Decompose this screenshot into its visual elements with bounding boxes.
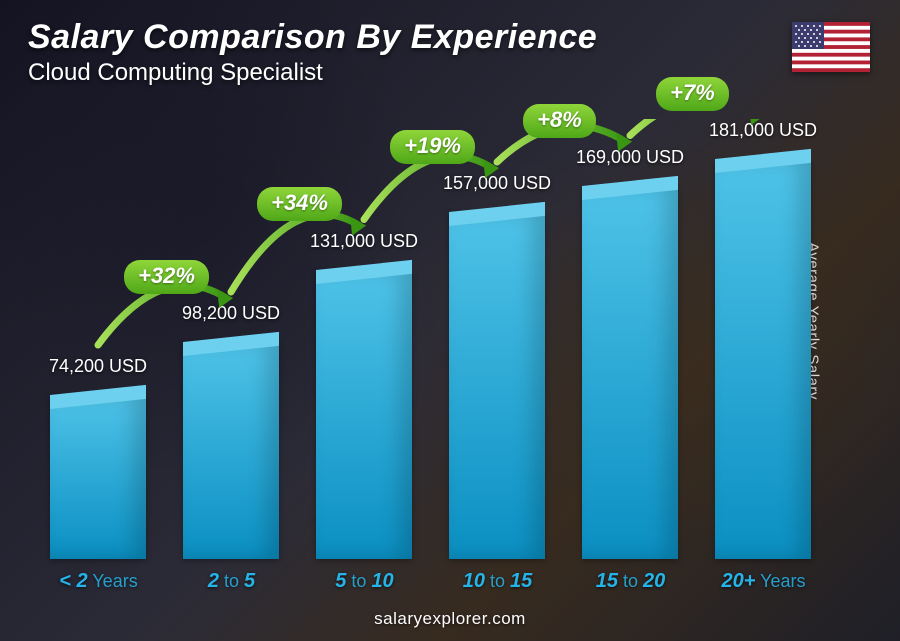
chart-canvas: Salary Comparison By Experience Cloud Co… bbox=[0, 0, 900, 641]
pct-badge: +7% bbox=[656, 77, 729, 111]
x-tick: 5 to 10 bbox=[298, 570, 431, 593]
x-tick: 10 to 15 bbox=[431, 570, 564, 593]
x-tick: 2 to 5 bbox=[165, 570, 298, 593]
bar bbox=[715, 159, 811, 559]
bar-group: 74,200 USD bbox=[40, 315, 156, 559]
value-label: 74,200 USD bbox=[28, 356, 168, 377]
flag-icon bbox=[792, 22, 870, 72]
pct-badge: +34% bbox=[257, 187, 342, 221]
pct-badge: +8% bbox=[523, 104, 596, 138]
bar bbox=[582, 186, 678, 559]
x-tick: < 2 Years bbox=[32, 570, 165, 593]
value-label: 181,000 USD bbox=[693, 120, 833, 141]
pct-badge: +32% bbox=[124, 260, 209, 294]
title-block: Salary Comparison By Experience Cloud Co… bbox=[28, 18, 597, 87]
page-subtitle: Cloud Computing Specialist bbox=[28, 59, 597, 87]
x-tick: 20+ Years bbox=[697, 570, 830, 593]
footer-attribution: salaryexplorer.com bbox=[0, 609, 900, 629]
bar bbox=[449, 212, 545, 559]
value-label: 98,200 USD bbox=[161, 303, 301, 324]
bar-group: 181,000 USD bbox=[705, 79, 821, 559]
x-tick: 15 to 20 bbox=[564, 570, 697, 593]
bar-group: 169,000 USD bbox=[572, 106, 688, 559]
bar-group: 98,200 USD bbox=[173, 262, 289, 559]
bar-group: 157,000 USD bbox=[439, 132, 555, 559]
value-label: 169,000 USD bbox=[560, 147, 700, 168]
page-title: Salary Comparison By Experience bbox=[28, 18, 597, 57]
value-label: 131,000 USD bbox=[294, 231, 434, 252]
bar bbox=[183, 342, 279, 559]
pct-badge: +19% bbox=[390, 130, 475, 164]
bar-group: 131,000 USD bbox=[306, 190, 422, 560]
value-label: 157,000 USD bbox=[427, 173, 567, 194]
bar-chart: 74,200 USD98,200 USD131,000 USD157,000 U… bbox=[40, 119, 840, 559]
bar bbox=[316, 270, 412, 560]
bar bbox=[50, 395, 146, 559]
